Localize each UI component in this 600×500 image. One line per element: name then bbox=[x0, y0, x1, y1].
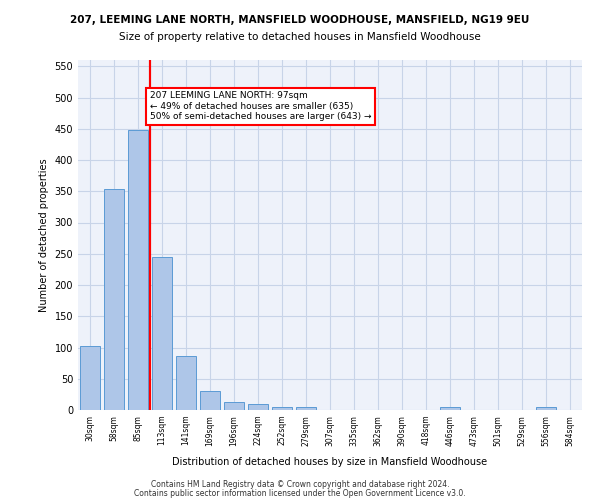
Bar bbox=[104, 190, 124, 410]
Bar bbox=[248, 404, 268, 410]
Text: 207, LEEMING LANE NORTH, MANSFIELD WOODHOUSE, MANSFIELD, NG19 9EU: 207, LEEMING LANE NORTH, MANSFIELD WOODH… bbox=[70, 15, 530, 25]
Bar bbox=[152, 257, 172, 410]
Bar bbox=[224, 402, 244, 410]
Text: Size of property relative to detached houses in Mansfield Woodhouse: Size of property relative to detached ho… bbox=[119, 32, 481, 42]
Bar bbox=[80, 346, 100, 410]
Bar bbox=[272, 407, 292, 410]
Text: Contains HM Land Registry data © Crown copyright and database right 2024.: Contains HM Land Registry data © Crown c… bbox=[151, 480, 449, 489]
Text: 207 LEEMING LANE NORTH: 97sqm
← 49% of detached houses are smaller (635)
50% of : 207 LEEMING LANE NORTH: 97sqm ← 49% of d… bbox=[150, 92, 371, 121]
Bar bbox=[176, 356, 196, 410]
Y-axis label: Number of detached properties: Number of detached properties bbox=[39, 158, 49, 312]
Bar bbox=[296, 407, 316, 410]
Text: Contains public sector information licensed under the Open Government Licence v3: Contains public sector information licen… bbox=[134, 488, 466, 498]
X-axis label: Distribution of detached houses by size in Mansfield Woodhouse: Distribution of detached houses by size … bbox=[172, 457, 488, 467]
Bar bbox=[128, 130, 148, 410]
Bar bbox=[200, 391, 220, 410]
Bar bbox=[536, 407, 556, 410]
Bar bbox=[440, 407, 460, 410]
